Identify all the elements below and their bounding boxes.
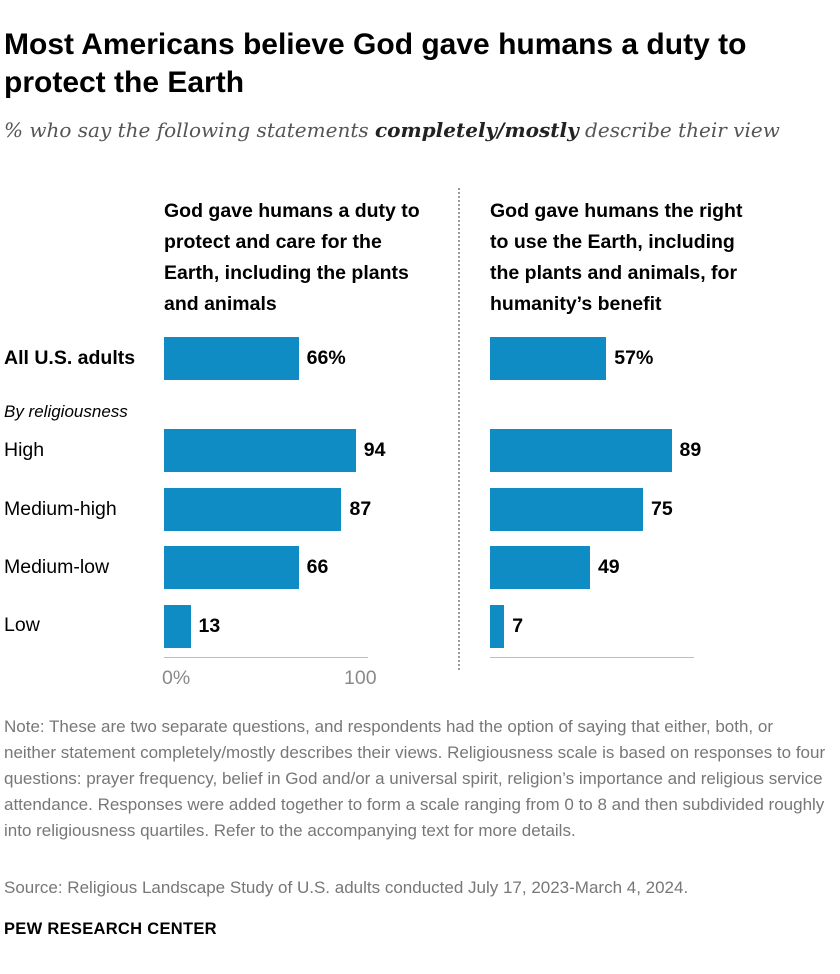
value-label-panel-1-2: 94 [363,439,386,461]
value-label-panel-2-3: 75 [651,498,673,520]
subtitle-emphasis: completely/mostly [375,118,579,142]
bar-panel-2-1 [490,337,607,380]
row-label-high: High [4,439,45,461]
x-axis-line-panel-2 [490,657,694,658]
bar-panel-2-2 [490,429,672,472]
chart-subtitle: % who say the following statements compl… [4,114,824,146]
x-tick-0: 0% [162,667,191,689]
bar-panel-2-5 [490,605,505,648]
value-label-panel-1-5: 13 [198,615,221,637]
organization-name: PEW RESEARCH CENTER [4,920,217,938]
row-label-all-adults: All U.S. adults [4,347,136,369]
bar-panel-1-5 [164,605,191,648]
x-axis-line-panel-1 [164,657,368,658]
bar-panel-2-4 [490,546,590,589]
value-label-panel-1-3: 87 [349,498,372,520]
chart-title: Most Americans believe God gave humans a… [4,28,747,99]
row-label-low: Low [4,614,40,636]
panel-divider [458,188,460,670]
chart-source: Source: Religious Landscape Study of U.S… [4,878,689,897]
bar-panel-1-3 [164,488,342,531]
value-label-panel-2-5: 7 [512,615,524,637]
subtitle-text: % who say the following statements [4,118,375,142]
value-label-panel-2-1: 57% [614,347,654,369]
value-label-panel-2-4: 49 [597,556,620,578]
subtitle-text-end: describe their view [578,118,780,142]
bar-panel-1-1 [164,337,299,380]
chart-note: Note: These are two separate questions, … [4,717,826,840]
x-tick-100: 100 [344,667,377,689]
row-label-medium-high: Medium-high [4,498,117,520]
panel-title-duty: God gave humans a duty to protect and ca… [164,200,420,315]
row-label-medium-low: Medium-low [4,556,110,578]
value-label-panel-2-2: 89 [679,439,702,461]
bar-panel-1-4 [164,546,299,589]
bar-panel-2-3 [490,488,643,531]
value-label-panel-1-4: 66 [306,556,329,578]
panel-title-right: God gave humans the right to use the Ear… [490,200,743,315]
bar-panel-1-2 [164,429,356,472]
section-label-religiousness: By religiousness [4,402,128,421]
value-label-panel-1-1: 66% [306,347,346,369]
